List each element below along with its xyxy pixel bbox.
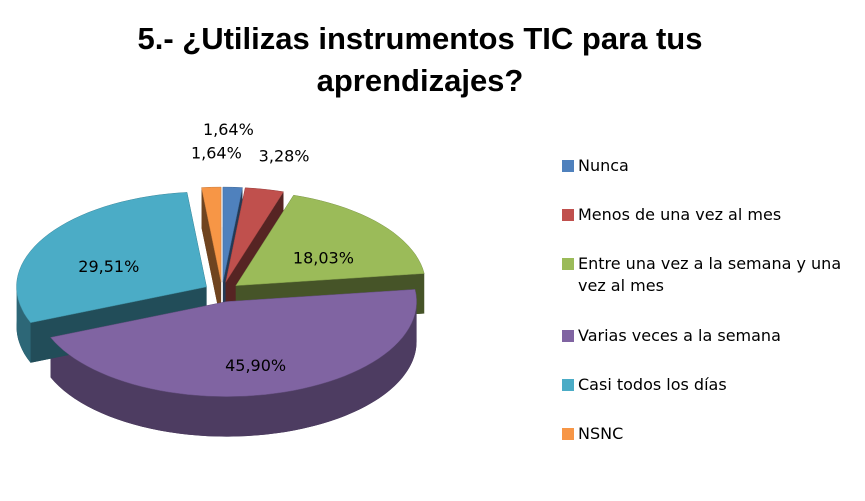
slice-wall xyxy=(201,187,222,323)
slice xyxy=(235,194,425,286)
slice-rim xyxy=(50,301,417,437)
slice xyxy=(50,289,417,397)
legend-item: NSNC xyxy=(562,423,862,445)
data-label: 3,28% xyxy=(259,146,310,165)
legend-item: Varias veces a la semana xyxy=(562,325,862,347)
legend-label: Menos de una vez al mes xyxy=(578,205,782,225)
legend-label: NSNC xyxy=(578,423,624,443)
legend-item: Casi todos los días xyxy=(562,374,862,396)
legend-item: Entre una vez a la semana y una vez al m… xyxy=(562,253,862,297)
legend-swatch xyxy=(562,329,574,342)
slice xyxy=(225,187,284,283)
legend-swatch xyxy=(562,258,574,271)
slice xyxy=(16,192,207,323)
slice xyxy=(222,186,243,283)
slice xyxy=(201,186,222,283)
legend: Nunca Menos de una vez al mes Entre una ve… xyxy=(562,155,862,445)
legend-label: Casi todos los días xyxy=(578,374,727,394)
data-label: 45,90% xyxy=(225,356,286,375)
data-label: 1,64% xyxy=(203,120,254,139)
slice-rim xyxy=(16,286,31,363)
data-label: 18,03% xyxy=(293,249,354,268)
legend-item: Nunca xyxy=(562,155,862,177)
chart-title: 5.- ¿Utilizas instrumentos TIC para tus … xyxy=(137,21,703,98)
legend-swatch xyxy=(562,160,574,172)
legend-swatch xyxy=(562,209,574,222)
legend-label: Varias veces a la semana xyxy=(578,325,781,345)
legend-swatch xyxy=(562,427,574,440)
legend-item: Menos de una vez al mes xyxy=(562,204,862,226)
legend-swatch xyxy=(562,378,574,391)
legend-label: Nunca xyxy=(578,156,629,175)
data-label: 1,64% xyxy=(191,144,242,163)
legend-label: Entre una vez a la semana y una vez al m… xyxy=(578,254,842,296)
data-label: 29,51% xyxy=(78,257,139,276)
